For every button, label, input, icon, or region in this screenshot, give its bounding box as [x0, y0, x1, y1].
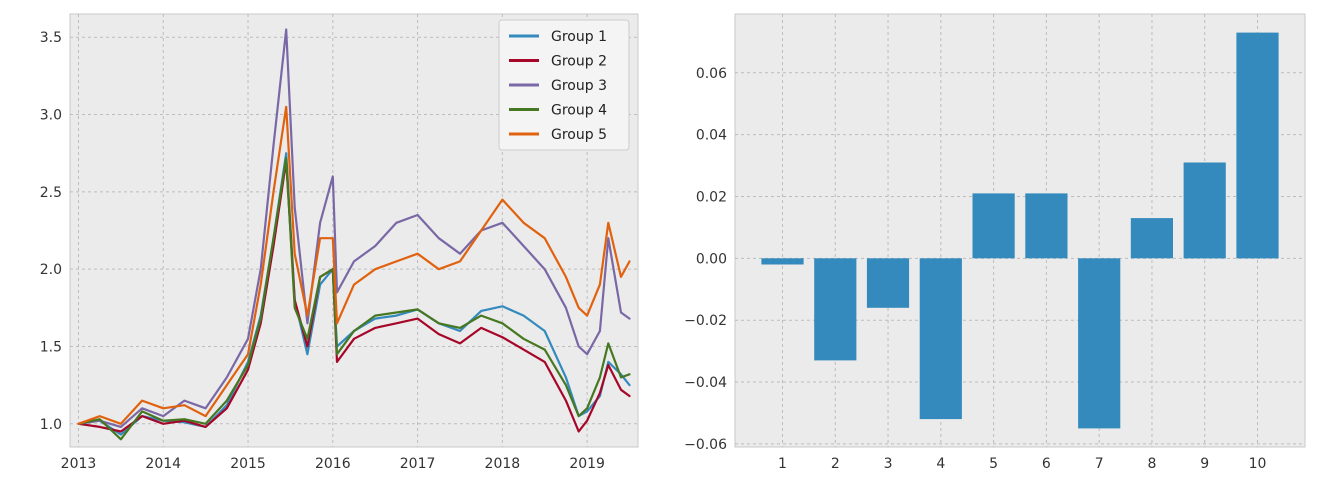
- y-tick-label: −0.06: [684, 437, 727, 453]
- bar-8: [1130, 218, 1173, 259]
- legend-box: [498, 19, 630, 151]
- series-line-group-5: [77, 105, 631, 425]
- x-tick-label: 8: [1147, 456, 1156, 472]
- x-tick-label: 6: [1042, 456, 1051, 472]
- bar-10: [1236, 32, 1279, 259]
- bar-series-group: [761, 32, 1279, 429]
- x-tick-label: 5: [989, 456, 998, 472]
- legend-label: Group 2: [551, 54, 607, 70]
- x-tick-label: 2017: [400, 456, 436, 472]
- x-tick-label: 2015: [230, 456, 266, 472]
- bar-3: [866, 258, 910, 308]
- y-tick-label: 0.02: [696, 189, 727, 205]
- bar-1: [761, 258, 804, 265]
- x-tick-label: 2018: [485, 456, 521, 472]
- x-tick-label: 10: [1249, 456, 1267, 472]
- x-tick-label: 2: [831, 456, 840, 472]
- y-tick-label: 0.00: [696, 251, 727, 267]
- x-tick-label: 1: [778, 456, 787, 472]
- y-tick-label: 2.5: [40, 185, 62, 201]
- x-tick-label: 7: [1095, 456, 1104, 472]
- bar-9: [1183, 162, 1226, 259]
- bar-7: [1078, 258, 1121, 429]
- legend-label: Group 4: [551, 103, 607, 119]
- x-tick-label: 2016: [315, 456, 351, 472]
- x-tick-label: 2013: [61, 456, 97, 472]
- bar-6: [1025, 193, 1068, 259]
- line-chart: 2013 2014 2015 2016 2017 2018 2019 1.0 1.5 2.0 2.5…: [40, 13, 639, 472]
- bar-chart: 1 2 3 4 5 6 7 8 9 10 −0.06 −0.04 −0.02 0.00 0.02 0.04 0.…: [684, 13, 1306, 472]
- bar-axis-ticks: 1 2 3 4 5 6 7 8 9 10 −0.06 −0.04 −0.02 0.00 0.02 0.04 0.…: [684, 66, 1266, 472]
- x-tick-label: 3: [884, 456, 893, 472]
- line-axis-ticks: 2013 2014 2015 2016 2017 2018 2019 1.0 1.5 2.0 2.5…: [40, 30, 605, 472]
- y-tick-label: −0.02: [684, 313, 727, 329]
- x-tick-label: 2019: [569, 456, 605, 472]
- legend-label: Group 5: [551, 127, 607, 143]
- legend-label: Group 1: [551, 29, 607, 45]
- bar-4: [919, 258, 962, 420]
- x-tick-label: 9: [1200, 456, 1209, 472]
- y-tick-label: 2.0: [40, 262, 62, 278]
- series-line-group-4: [77, 156, 631, 441]
- y-tick-label: 0.04: [696, 128, 727, 144]
- y-tick-label: 0.06: [696, 66, 727, 82]
- bar-2: [814, 258, 857, 361]
- legend-label: Group 3: [551, 78, 607, 94]
- bar-5: [972, 193, 1015, 259]
- x-tick-label: 4: [936, 456, 945, 472]
- y-tick-label: 1.0: [40, 417, 62, 433]
- legend: Group 1 Group 2 Group 3 Group 4 Group 5: [498, 19, 630, 151]
- line-grid: [70, 14, 638, 447]
- y-tick-label: 3.0: [40, 108, 62, 124]
- y-tick-label: 3.5: [40, 30, 62, 46]
- legend-items: Group 1 Group 2 Group 3 Group 4 Group 5: [509, 29, 607, 143]
- y-tick-label: −0.04: [684, 375, 727, 391]
- line-series-group: [77, 28, 631, 441]
- x-tick-label: 2014: [145, 456, 181, 472]
- y-tick-label: 1.5: [40, 339, 62, 355]
- series-line-group-2: [77, 159, 631, 433]
- series-line-group-3: [77, 28, 631, 428]
